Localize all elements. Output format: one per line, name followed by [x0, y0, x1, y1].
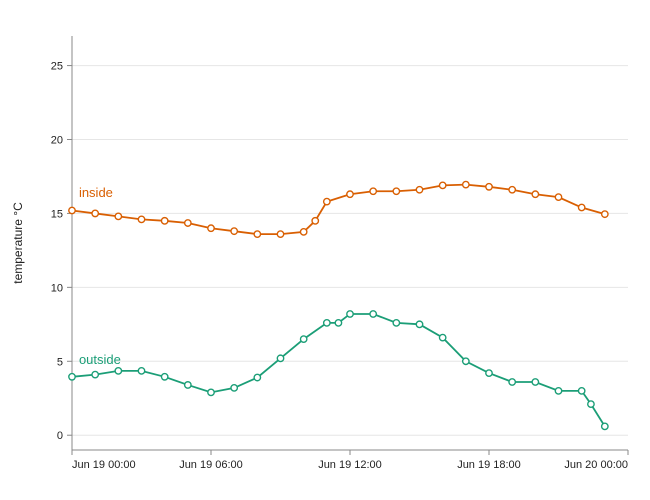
data-point [347, 311, 353, 317]
data-point [324, 198, 330, 204]
data-point [370, 311, 376, 317]
data-point [532, 379, 538, 385]
y-tick-label: 10 [51, 282, 63, 294]
data-point [578, 204, 584, 210]
data-point [555, 388, 561, 394]
series-label-outside: outside [79, 352, 121, 367]
data-point [115, 213, 121, 219]
data-point [138, 368, 144, 374]
x-tick-label: Jun 19 06:00 [179, 459, 243, 471]
data-point [208, 389, 214, 395]
data-point [347, 191, 353, 197]
data-point [555, 194, 561, 200]
data-point [486, 184, 492, 190]
data-point [324, 320, 330, 326]
y-tick-label: 20 [51, 135, 63, 147]
data-point [231, 385, 237, 391]
data-point [254, 374, 260, 380]
data-point [92, 371, 98, 377]
x-tick-label: Jun 19 18:00 [457, 459, 521, 471]
data-point [312, 218, 318, 224]
data-point [185, 382, 191, 388]
data-point [370, 188, 376, 194]
data-point [161, 218, 167, 224]
data-point [439, 334, 445, 340]
x-tick-label: Jun 20 00:00 [564, 459, 628, 471]
data-point [92, 210, 98, 216]
y-tick-label: 15 [51, 208, 63, 220]
data-point [208, 225, 214, 231]
data-point [416, 321, 422, 327]
y-tick-label: 25 [51, 61, 63, 73]
data-point [416, 187, 422, 193]
y-axis-label: temperature °C [11, 202, 25, 284]
temperature-line-chart: 0 5 10 15 20 25 temperature °C Jun 19 00:00 Jun … [0, 0, 650, 500]
data-point [69, 207, 75, 213]
data-point [602, 211, 608, 217]
data-point [588, 401, 594, 407]
x-tick-label: Jun 19 00:00 [72, 459, 136, 471]
data-point [532, 191, 538, 197]
data-point [439, 182, 445, 188]
series-label-inside: inside [79, 185, 113, 200]
data-point [393, 188, 399, 194]
data-point [231, 228, 237, 234]
data-point [393, 320, 399, 326]
data-point [138, 216, 144, 222]
data-point [578, 388, 584, 394]
data-point [300, 229, 306, 235]
data-point [185, 220, 191, 226]
data-point [509, 187, 515, 193]
data-point [463, 181, 469, 187]
data-point [161, 374, 167, 380]
y-tick-label: 0 [57, 430, 63, 442]
data-point [509, 379, 515, 385]
data-point [486, 370, 492, 376]
x-tick-label: Jun 19 12:00 [318, 459, 382, 471]
data-point [69, 374, 75, 380]
data-point [300, 336, 306, 342]
data-point [335, 320, 341, 326]
data-point [254, 231, 260, 237]
data-point [115, 368, 121, 374]
data-point [277, 355, 283, 361]
y-tick-label: 5 [57, 356, 63, 368]
data-point [277, 231, 283, 237]
data-point [463, 358, 469, 364]
data-point [602, 423, 608, 429]
